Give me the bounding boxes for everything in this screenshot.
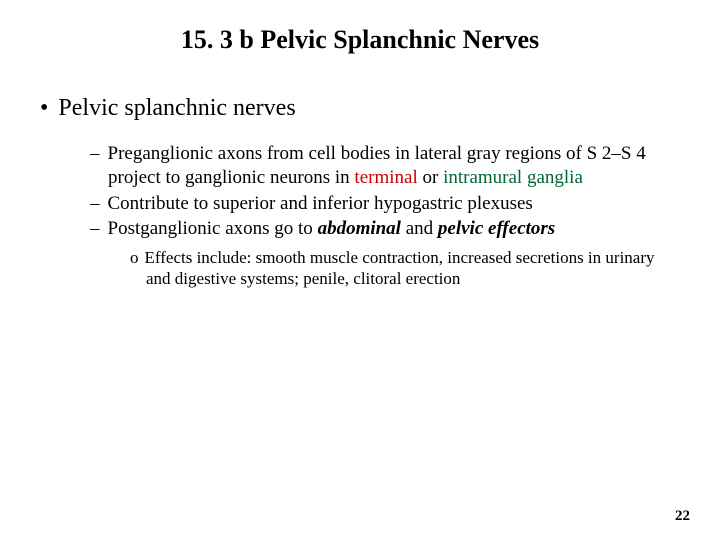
effects-lead: Effects include: <box>145 248 256 267</box>
sub-bullet-2: –Contribute to superior and inferior hyp… <box>90 192 670 216</box>
sub-bullet-1-mid: or <box>418 167 443 188</box>
abdominal-text: abdominal <box>318 218 401 239</box>
sub-bullet-2-text: Contribute to superior and inferior hypo… <box>108 193 533 214</box>
pelvic-effectors-text: pelvic effectors <box>438 218 555 239</box>
main-bullet-text: Pelvic splanchnic nerves <box>58 95 295 121</box>
slide-title: 15. 3 b Pelvic Splanchnic Nerves <box>30 25 690 55</box>
dash-marker: – <box>90 143 100 164</box>
dash-marker: – <box>90 218 100 239</box>
dash-marker: – <box>90 193 100 214</box>
sub-bullet-1: –Preganglionic axons from cell bodies in… <box>90 142 670 190</box>
sub-bullet-3-pre: Postganglionic axons go to <box>108 218 318 239</box>
intramural-text: intramural ganglia <box>443 167 583 188</box>
main-bullet: • Pelvic splanchnic nerves <box>40 95 690 122</box>
sub-bullet-3-mid: and <box>401 218 438 239</box>
page-number: 22 <box>675 508 690 525</box>
terminal-text: terminal <box>354 167 417 188</box>
sub-bullet-3: –Postganglionic axons go to abdominal an… <box>90 217 670 241</box>
circle-marker: o <box>130 248 139 267</box>
bullet-marker: • <box>40 95 48 121</box>
sub-sub-bullet: oEffects include: smooth muscle contract… <box>130 247 665 290</box>
